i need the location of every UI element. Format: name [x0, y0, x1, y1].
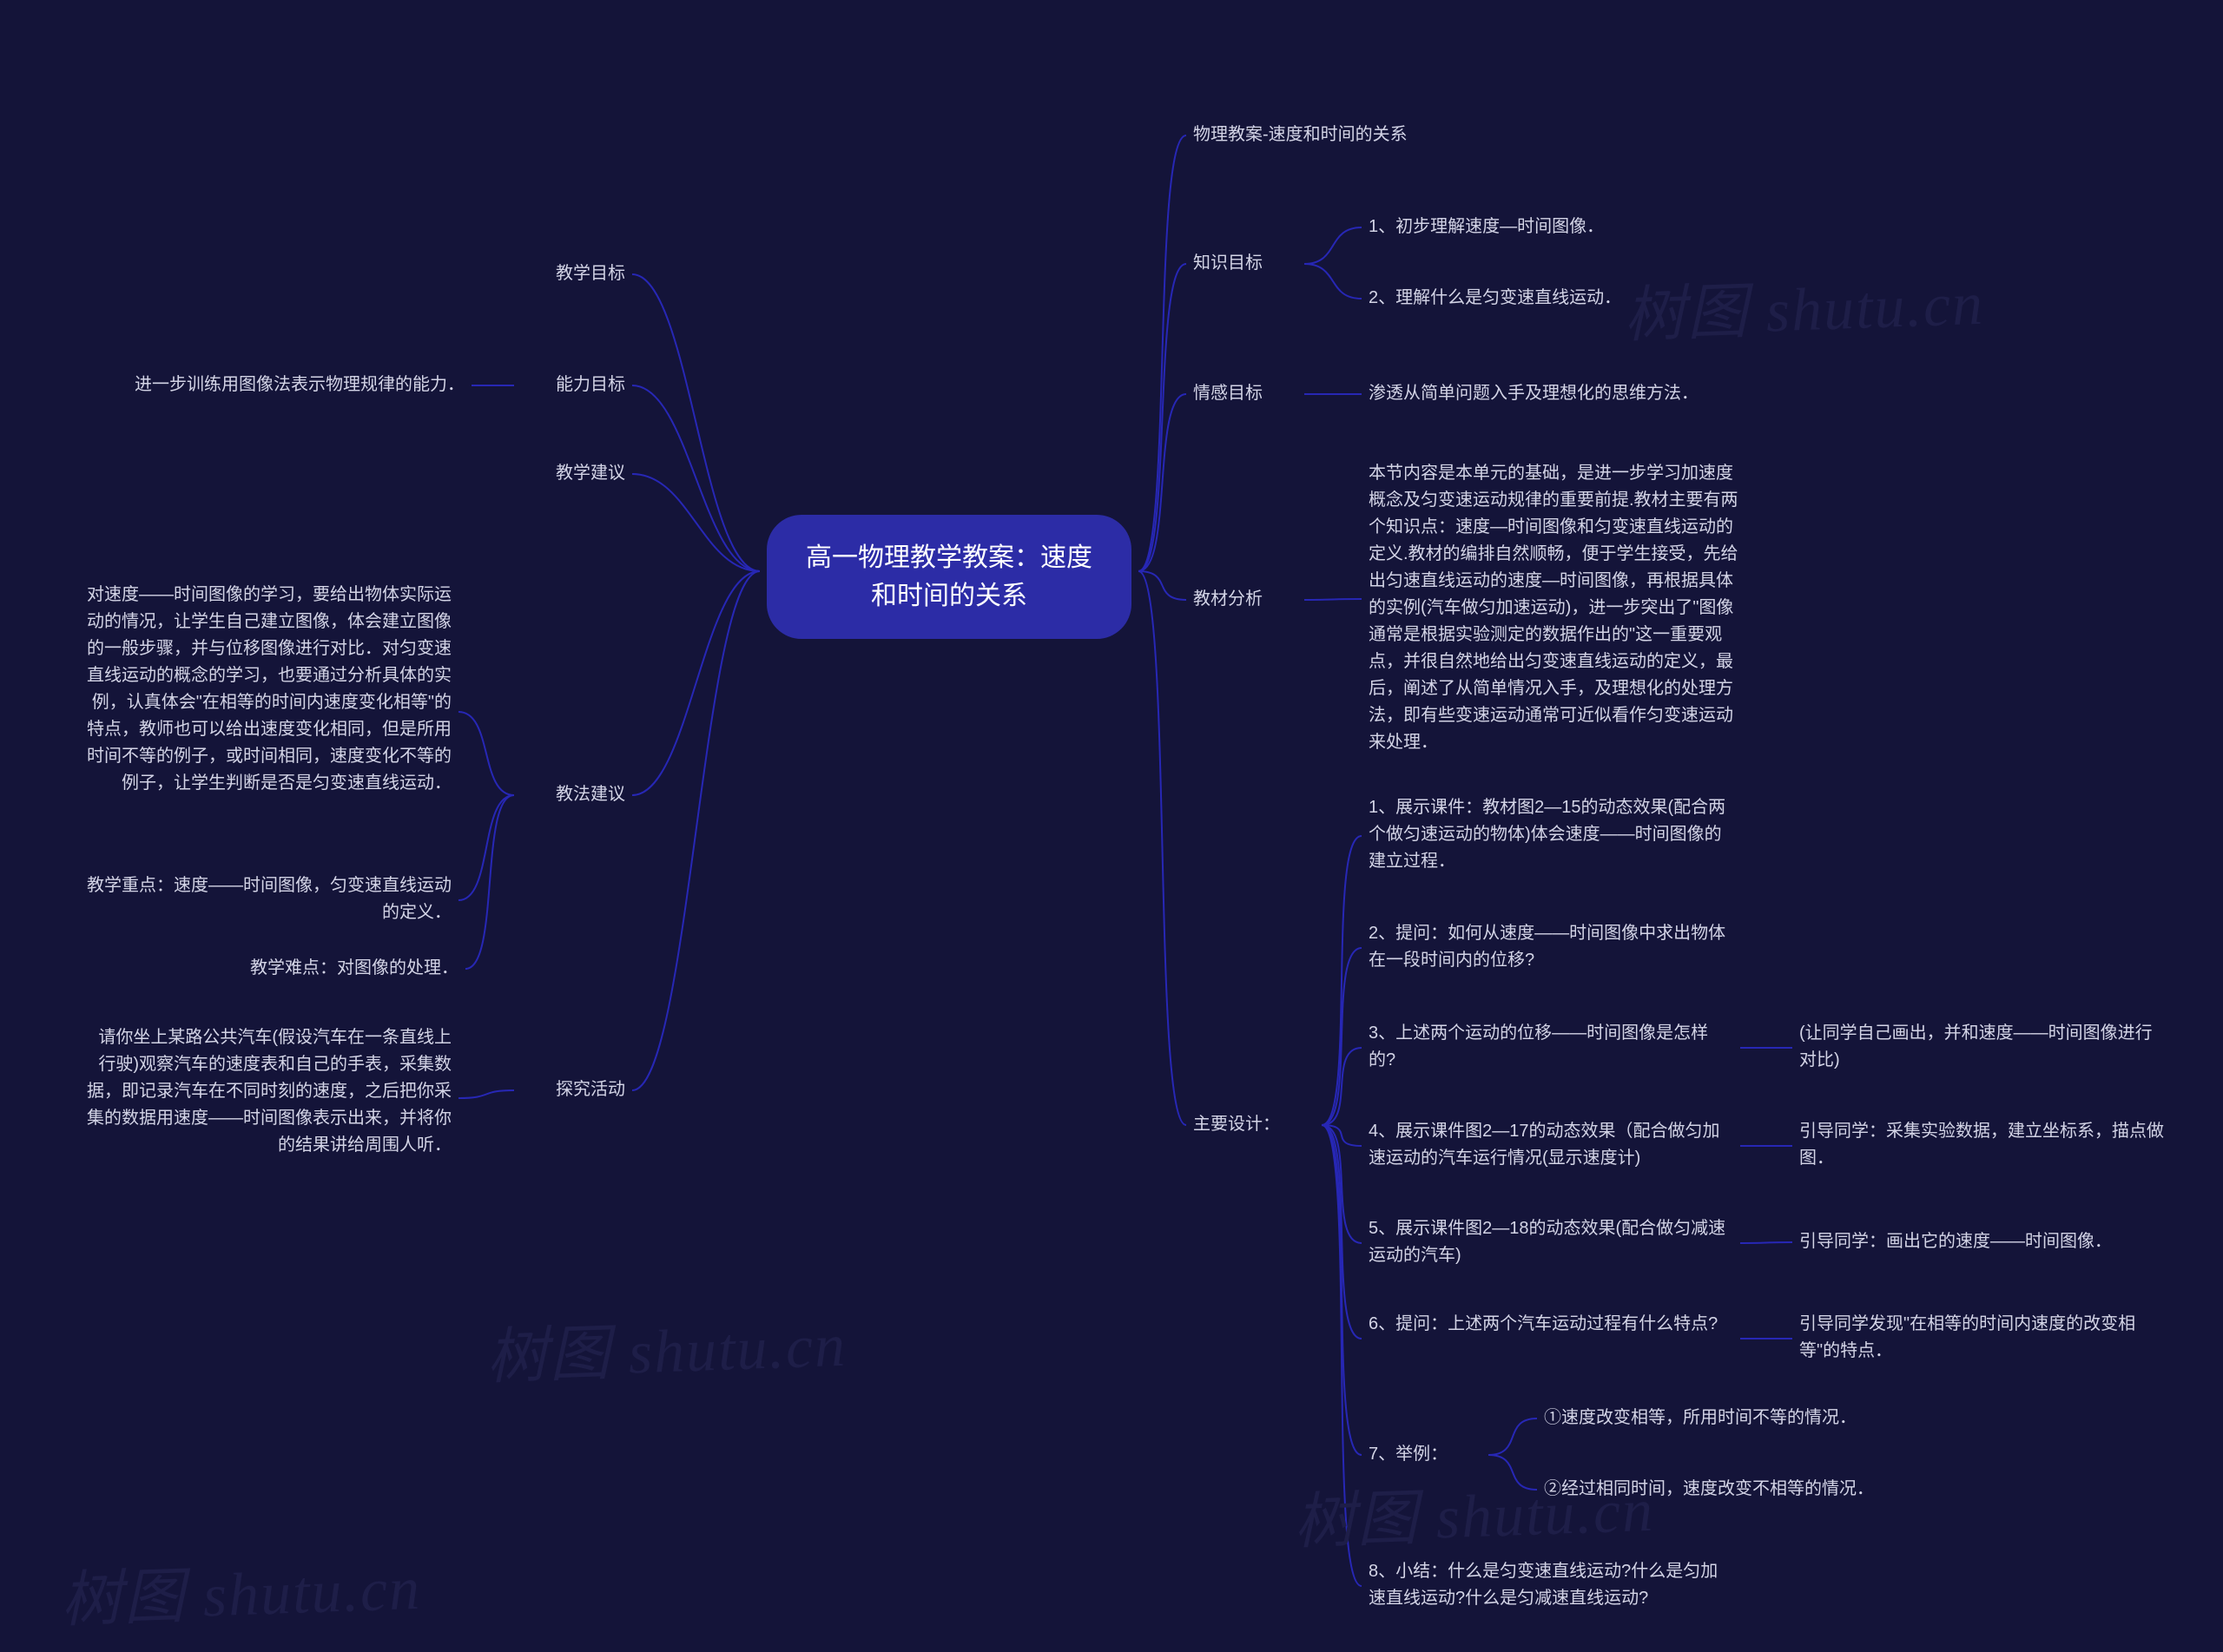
mindmap-node[interactable]: 主要设计： [1193, 1111, 1315, 1138]
mindmap-node[interactable]: 1、展示课件：教材图2—15的动态效果(配合两个做匀速运动的物体)体会速度——时… [1369, 794, 1733, 875]
watermark: 树图 shutu.cn [485, 1296, 848, 1396]
edge [465, 795, 514, 969]
edge [1488, 1418, 1537, 1455]
edge [1322, 1048, 1362, 1125]
mindmap-node[interactable]: ①速度改变相等，所用时间不等的情况． [1544, 1405, 1909, 1432]
mindmap-node[interactable]: 教学难点：对图像的处理． [233, 955, 458, 982]
mindmap-node[interactable]: 教材分析 [1193, 586, 1297, 613]
edge [1322, 1125, 1362, 1146]
mindmap-node[interactable]: 6、提问：上述两个汽车运动过程有什么特点? [1369, 1311, 1733, 1338]
mindmap-node[interactable]: 教学重点：速度——时间图像，匀变速直线运动的定义． [87, 872, 452, 926]
mindmap-node[interactable]: 探究活动 [521, 1076, 625, 1103]
edge [1138, 394, 1186, 571]
mindmap-node[interactable]: 3、上述两个运动的位移——时间图像是怎样的? [1369, 1020, 1733, 1074]
mindmap-node[interactable]: 2、理解什么是匀变速直线运动． [1369, 285, 1699, 312]
edge [1322, 1125, 1362, 1455]
watermark: 树图 shutu.cn [59, 1539, 422, 1639]
edge [458, 1090, 514, 1098]
edge [1304, 599, 1362, 600]
edge [1322, 948, 1362, 1125]
mindmap-node[interactable]: 物理教案-速度和时间的关系 [1193, 122, 1471, 148]
edge [1322, 1125, 1362, 1243]
edge [1304, 264, 1362, 299]
mindmap-node[interactable]: 8、小结：什么是匀变速直线运动?什么是匀加速直线运动?什么是匀减速直线运动? [1369, 1558, 1733, 1612]
edge [1138, 264, 1186, 571]
mindmap-node[interactable]: (让同学自己画出，并和速度——时间图像进行对比) [1799, 1020, 2164, 1074]
mindmap-node[interactable]: 2、提问：如何从速度——时间图像中求出物体在一段时间内的位移? [1369, 920, 1733, 974]
edge [632, 571, 760, 1090]
edge [1488, 1455, 1537, 1490]
mindmap-node[interactable]: 情感目标 [1193, 380, 1297, 407]
mindmap-node[interactable]: 对速度——时间图像的学习，要给出物体实际运动的情况，让学生自己建立图像，体会建立… [87, 582, 452, 797]
edge [632, 274, 760, 571]
center-node[interactable]: 高一物理教学教案：速度 和时间的关系 [767, 515, 1131, 639]
edge [1740, 1242, 1792, 1243]
edge [1322, 1125, 1362, 1586]
edge [458, 712, 514, 795]
mindmap-node[interactable]: 本节内容是本单元的基础，是进一步学习加速度概念及匀变速运动规律的重要前提.教材主… [1369, 460, 1742, 756]
edge [632, 474, 760, 571]
mindmap-node[interactable]: 教学建议 [521, 460, 625, 487]
edge [1322, 836, 1362, 1125]
mindmap-node[interactable]: 1、初步理解速度—时间图像． [1369, 214, 1681, 240]
mindmap-node[interactable]: 7、举例： [1369, 1441, 1481, 1468]
mindmap-node[interactable]: 教法建议 [521, 781, 625, 808]
edge [1304, 227, 1362, 264]
mindmap-node[interactable]: 4、展示课件图2—17的动态效果（配合做匀加速运动的汽车运行情况(显示速度计) [1369, 1118, 1733, 1172]
mindmap-node[interactable]: 教学目标 [521, 260, 625, 287]
mindmap-node[interactable]: ②经过相同时间，速度改变不相等的情况． [1544, 1476, 1926, 1503]
mindmap-node[interactable]: 引导同学：画出它的速度——时间图像． [1799, 1228, 2164, 1255]
mindmap-node[interactable]: 引导同学发现"在相等的时间内速度的改变相等"的特点． [1799, 1311, 2164, 1365]
mindmap-node[interactable]: 能力目标 [521, 372, 625, 398]
edge [632, 571, 760, 795]
mindmap-node[interactable]: 引导同学：采集实验数据，建立坐标系，描点做图． [1799, 1118, 2164, 1172]
edge [1138, 135, 1186, 571]
mindmap-node[interactable]: 请你坐上某路公共汽车(假设汽车在一条直线上行驶)观察汽车的速度表和自己的手表，采… [87, 1024, 452, 1159]
mindmap-node[interactable]: 渗透从简单问题入手及理想化的思维方法． [1369, 380, 1803, 407]
mindmap-node[interactable]: 知识目标 [1193, 250, 1297, 277]
edge [1138, 571, 1186, 600]
mindmap-node[interactable]: 进一步训练用图像法表示物理规律的能力． [100, 372, 465, 398]
edge [1322, 1125, 1362, 1339]
edge [458, 795, 514, 900]
mindmap-node[interactable]: 5、展示课件图2—18的动态效果(配合做匀减速运动的汽车) [1369, 1215, 1733, 1269]
edge [632, 385, 760, 571]
edge [1138, 571, 1186, 1125]
